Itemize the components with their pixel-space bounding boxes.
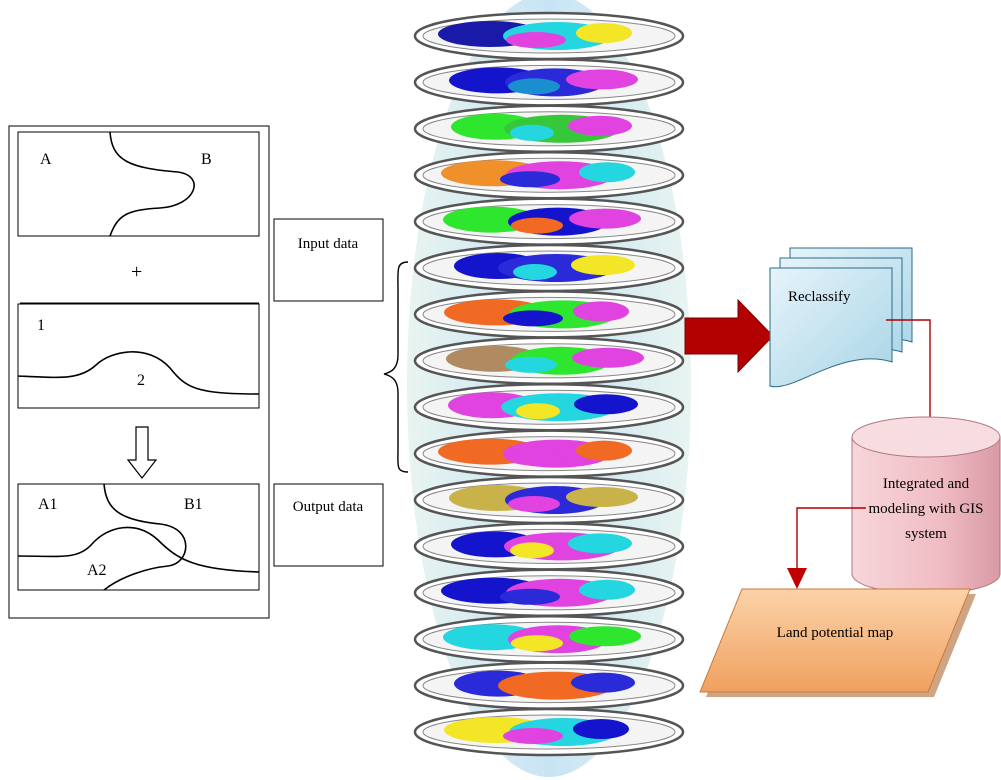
map-layer-region <box>572 347 644 368</box>
map-layer <box>413 475 685 525</box>
map-layer-region <box>508 496 560 512</box>
output-data-label: Output data <box>292 499 364 515</box>
map-layer <box>413 58 685 107</box>
label-a: A <box>40 151 52 168</box>
reclassify-doc-front <box>769 267 893 388</box>
map-layer <box>413 568 685 618</box>
label-a2: A2 <box>87 562 107 579</box>
overlay-boundary-ab <box>109 131 195 237</box>
label-1: 1 <box>37 317 45 334</box>
map-layer-region <box>569 626 641 647</box>
map-layer <box>413 104 685 154</box>
map-layer-region <box>576 440 632 461</box>
overlay-panel-frame <box>8 125 270 619</box>
map-layer-region <box>516 403 560 420</box>
map-layer <box>413 661 685 710</box>
arrow-reclassify-to-gis <box>886 319 931 422</box>
map-layer <box>413 290 685 339</box>
map-layer-region <box>566 487 638 507</box>
reclassify-label: Reclassify <box>788 289 851 305</box>
layer-stack <box>413 11 685 757</box>
input-data-box <box>273 218 384 302</box>
map-layer <box>413 707 685 757</box>
map-layer-region <box>503 310 563 327</box>
map-layer-region <box>579 162 635 183</box>
land-map-parallelogram <box>699 588 971 693</box>
label-2: 2 <box>137 372 145 389</box>
map-layer <box>413 150 685 200</box>
map-layer-region <box>571 255 635 275</box>
map-layer <box>413 336 685 386</box>
map-layer-region <box>576 23 632 43</box>
down-arrow-icon <box>126 426 158 479</box>
map-layer-region <box>500 588 560 605</box>
overlay-boundary-ab-result <box>103 483 187 591</box>
map-layer-region <box>573 301 629 322</box>
map-layer-region <box>510 542 554 559</box>
map-layer-region <box>573 719 629 739</box>
plus-sign: + <box>131 261 143 283</box>
label-b: B <box>201 151 212 168</box>
red-block-arrow <box>684 298 774 374</box>
label-a1: A1 <box>38 496 58 513</box>
map-layer-region <box>571 672 635 693</box>
overlay-box-2 <box>17 303 260 409</box>
map-layer-region <box>513 681 557 698</box>
arrow-head-map <box>787 568 807 589</box>
map-layer-region <box>568 533 632 554</box>
map-layer-region <box>503 728 563 744</box>
map-layer-region <box>505 356 557 373</box>
map-layer-region <box>510 124 554 141</box>
gis-cylinder-label: Integrated and modeling with GIS system <box>868 476 984 542</box>
map-layer-region <box>579 579 635 600</box>
label-b1: B1 <box>184 496 203 513</box>
map-layer <box>413 11 685 61</box>
overlay-box-3 <box>17 483 260 591</box>
map-layer-region <box>506 449 566 466</box>
input-data-label: Input data <box>297 236 359 252</box>
overlay-boundary-12 <box>17 351 260 395</box>
map-layer-region <box>574 394 638 415</box>
map-layer <box>413 522 685 571</box>
map-layer-region <box>568 115 632 136</box>
map-layer <box>413 243 685 293</box>
map-layer-region <box>511 635 563 652</box>
map-layer-region <box>566 69 638 90</box>
map-layer-region <box>513 264 557 280</box>
arrow-gis-to-map <box>796 507 866 570</box>
land-map-label: Land potential map <box>776 625 894 641</box>
map-layer-region <box>569 208 641 229</box>
input-brace <box>383 261 409 473</box>
gis-cylinder-top <box>851 416 1001 458</box>
map-layer-region <box>506 32 566 48</box>
map-layer <box>413 197 685 246</box>
map-layer <box>413 614 685 664</box>
overlay-boundary-12-result <box>17 526 260 573</box>
map-layer-region <box>508 78 560 95</box>
map-layer-region <box>500 171 560 188</box>
map-layer <box>413 382 685 432</box>
map-layer <box>413 429 685 478</box>
map-layer-region <box>511 217 563 234</box>
output-data-box <box>273 483 384 567</box>
overlay-box-1 <box>17 131 260 237</box>
